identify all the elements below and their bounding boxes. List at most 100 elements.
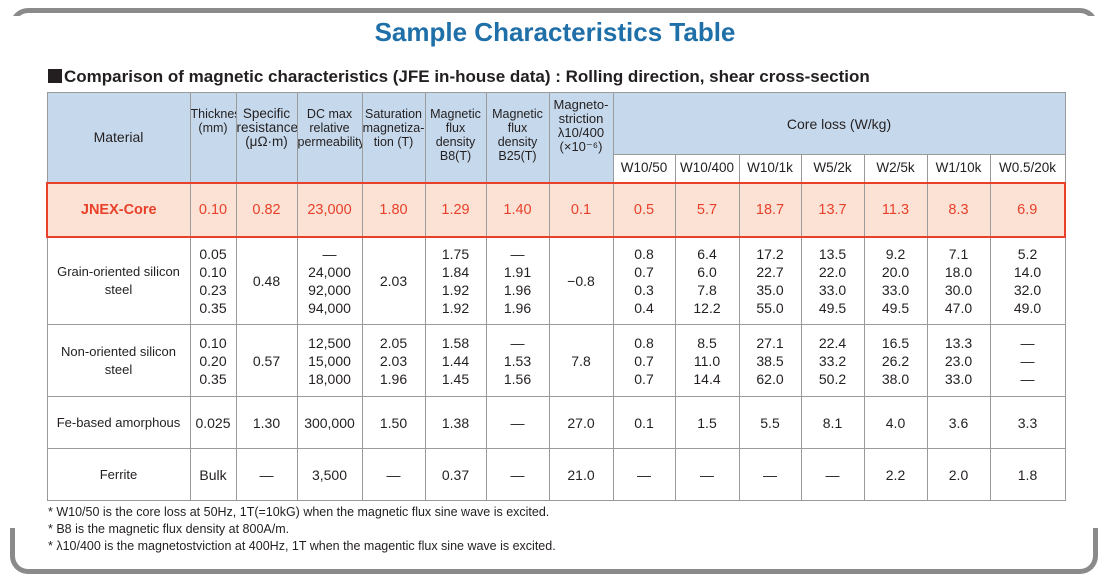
header-b25-line: flux density (497, 121, 538, 149)
subtitle-text: Comparison of magnetic characteristics (… (64, 67, 870, 86)
table-cell: 0.82 (235, 181, 298, 238)
cell-line: 27.1 (756, 334, 784, 351)
header-saturation-line: magnetiza- (362, 121, 425, 135)
cell-line: 35.0 (756, 281, 784, 298)
cell-line: 0.10 (199, 263, 227, 280)
cell-line: — (510, 245, 525, 262)
cell-line: 0.3 (634, 281, 654, 298)
cell-line: — (1020, 352, 1035, 369)
header-core-loss-col: W0.5/20k (989, 154, 1066, 183)
table-cell: 27.1 38.5 62.0 (738, 324, 802, 397)
table-row: Grain-oriented silicon steel 0.05 0.10 0.23… (46, 236, 1066, 325)
header-core-loss-col: W10/400 (674, 154, 740, 183)
cell-line: 49.5 (881, 299, 910, 316)
header-thickness: Thickness (mm) (189, 92, 237, 183)
square-bullet-icon (48, 69, 62, 83)
table-cell: — (485, 448, 550, 501)
header-saturation-line: Saturation (365, 107, 422, 121)
footnotes: * W10/50 is the core loss at 50Hz, 1T(=1… (48, 504, 556, 555)
table-cell: 1.50 (361, 396, 426, 449)
cell-line: 1.45 (441, 370, 470, 387)
header-resistance-line: resistance (236, 120, 297, 135)
header-b25-line: Magnetic (492, 107, 543, 121)
material-name: JNEX-Core (46, 181, 191, 238)
page-title: Sample Characteristics Table (0, 16, 1110, 48)
table-cell: 13.7 (800, 181, 865, 238)
cell-line: 14.4 (693, 370, 721, 387)
table-cell: 2.03 (361, 236, 426, 325)
material-name: Ferrite (46, 448, 191, 501)
cell-line: 24,000 (308, 263, 351, 280)
table-cell: 18.7 (738, 181, 802, 238)
table-row: Fe-based amorphous 0.025 1.30 300,000 1.50 1.… (46, 396, 1066, 449)
cell-line: 0.7 (634, 370, 654, 387)
cell-line: 32.0 (1013, 281, 1042, 298)
table-cell: 21.0 (548, 448, 614, 501)
characteristics-table: Material Thickness (mm) Specific resista… (46, 92, 1067, 501)
cell-line: 11.0 (693, 352, 721, 369)
header-magnetostriction-line: Magneto- (553, 97, 609, 112)
cell-line: 13.3 (944, 334, 973, 351)
table-cell: — (674, 448, 740, 501)
table-cell: Bulk (189, 448, 237, 501)
cell-line: 8.5 (697, 334, 717, 351)
table-cell: 0.025 (189, 396, 237, 449)
cell-line: 7.8 (697, 281, 717, 298)
cell-line: 0.8 (634, 245, 654, 262)
table-cell: —1.53 1.56 (485, 324, 550, 397)
table-cell: 22.4 33.2 50.2 (800, 324, 865, 397)
cell-line: 6.4 (697, 245, 717, 262)
table-cell: 1.40 (485, 181, 550, 238)
cell-line: 94,000 (308, 299, 351, 316)
table-cell: 8.5 11.0 14.4 (674, 324, 740, 397)
table-cell: 1.5 (674, 396, 740, 449)
table-cell: 0.37 (424, 448, 487, 501)
table-cell: 0.1 (548, 181, 614, 238)
table-cell: 0.5 (612, 181, 676, 238)
table-cell: 7.1 18.0 30.0 47.0 (926, 236, 991, 325)
cell-line: 14.0 (1013, 263, 1042, 280)
cell-line: 1.96 (503, 299, 532, 316)
cell-line: 1.58 (441, 334, 470, 351)
cell-line: — (322, 245, 337, 262)
table-cell: 0.8 0.7 0.7 (612, 324, 676, 397)
cell-line: 0.35 (199, 299, 227, 316)
cell-line: 1.56 (503, 370, 532, 387)
header-core-loss-col: W2/5k (863, 154, 928, 183)
cell-line: — (1020, 334, 1035, 351)
table-cell: 0.57 (235, 324, 298, 397)
material-name: Fe-based amorphous (46, 396, 191, 449)
header-permeability: DC max relative permeability (296, 92, 363, 183)
table-row: Ferrite Bulk —3,500—0.37—21.0— — — —2.2 2.0 1.8 (46, 448, 1066, 501)
cell-line: 33.0 (944, 370, 973, 387)
table-cell: 1.38 (424, 396, 487, 449)
header-resistance-line: (μΩ·m) (245, 134, 288, 149)
cell-line: 47.0 (944, 299, 973, 316)
table-cell: — — — (989, 324, 1066, 397)
header-permeability-line: relative (309, 121, 350, 135)
table-cell: 23,000 (296, 181, 363, 238)
cell-line: 33.2 (818, 352, 847, 369)
cell-line: 17.2 (756, 245, 784, 262)
footnote: * λ10/400 is the magnetostviction at 400… (48, 539, 556, 553)
table-cell: 6.4 6.0 7.8 12.2 (674, 236, 740, 325)
table-cell: 27.0 (548, 396, 614, 449)
header-permeability-line: DC max (306, 107, 353, 121)
cell-line: 0.8 (634, 334, 654, 351)
table-cell: 8.3 (926, 181, 991, 238)
cell-line: 1.44 (441, 352, 470, 369)
table-cell: —24,000 92,000 94,000 (296, 236, 363, 325)
table-cell: 0.10 0.20 0.35 (189, 324, 237, 397)
header-b8-line: B8(T) (439, 149, 472, 163)
cell-line: 0.23 (199, 281, 227, 298)
cell-line: 0.05 (199, 245, 227, 262)
cell-line: 22.4 (818, 334, 847, 351)
material-name: Non-oriented silicon steel (46, 324, 191, 397)
cell-line: 12.2 (693, 299, 721, 316)
header-core-loss-col: W1/10k (926, 154, 991, 183)
table-cell: 3,500 (296, 448, 363, 501)
header-thickness-line: Thickness (190, 107, 235, 121)
cell-line: 92,000 (308, 281, 351, 298)
cell-line: 13.5 (818, 245, 847, 262)
table-cell: 1.58 1.44 1.45 (424, 324, 487, 397)
